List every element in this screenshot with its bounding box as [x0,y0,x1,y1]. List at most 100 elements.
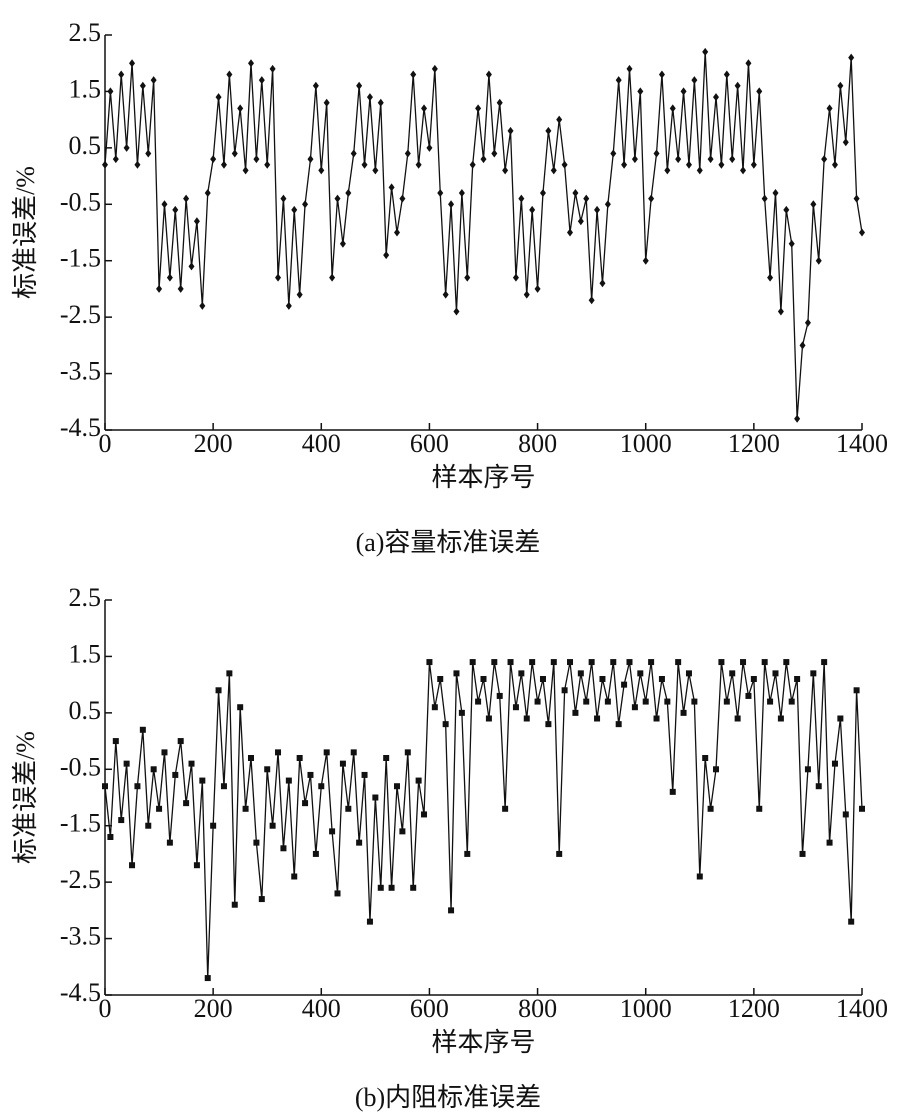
marker [783,659,790,666]
marker [831,160,838,169]
y-axis-label: 标准误差/% [11,731,40,864]
y-tick-label: -1.5 [60,809,101,838]
marker [139,81,146,90]
marker [745,692,752,699]
marker [794,676,801,682]
marker [220,160,227,169]
marker [226,670,233,677]
marker [237,104,244,113]
marker [188,262,195,271]
marker [102,783,108,790]
marker [442,721,449,728]
marker [372,794,379,801]
marker [426,659,433,666]
marker [366,93,373,102]
marker [361,160,368,169]
marker [177,284,184,293]
marker [247,755,254,761]
marker [285,777,292,784]
x-tick-label: 200 [194,429,233,458]
marker [156,284,163,293]
marker [729,155,736,164]
marker [642,698,649,705]
marker [539,189,546,197]
marker [258,896,265,903]
marker [145,822,152,829]
marker [383,755,390,761]
marker [118,817,125,824]
marker [253,155,260,164]
marker [507,659,514,666]
marker [345,189,352,197]
marker [491,149,498,158]
marker [356,81,363,90]
y-tick-label: 1.5 [69,74,102,103]
marker [507,126,514,135]
marker [329,273,336,282]
marker [859,228,865,237]
marker [464,850,471,857]
marker [756,805,763,812]
marker [415,777,422,784]
marker [285,301,292,310]
marker [729,670,736,677]
data-line [104,51,863,419]
x-tick-label: 800 [518,994,557,1023]
marker [275,749,282,756]
marker [112,155,119,164]
marker [329,828,336,835]
marker [107,834,114,840]
marker [377,98,384,107]
y-tick-label: 1.5 [69,639,102,668]
marker [599,279,606,288]
marker [631,155,638,164]
marker [350,149,357,158]
marker [210,822,217,829]
marker [139,726,146,733]
y-tick-label: 0.5 [69,131,102,160]
marker [550,166,557,175]
marker [372,166,379,175]
marker [188,760,195,767]
marker [567,228,574,237]
x-axis-label: 样本序号 [431,463,535,492]
marker [723,70,730,79]
marker [291,205,298,214]
x-tick-label: 400 [302,994,341,1023]
marker [583,698,590,705]
marker [302,200,309,209]
marker [772,189,779,197]
marker [242,805,249,812]
marker [102,160,108,169]
marker [339,239,346,248]
marker [123,760,130,767]
marker [821,659,828,666]
marker [388,884,395,891]
marker [648,194,655,203]
marker [410,70,417,79]
marker [556,850,563,857]
marker [534,284,541,293]
marker [750,676,757,682]
caption: (a)容量标准误差 [356,528,541,557]
marker [799,341,806,350]
marker [480,676,487,682]
marker [761,194,768,203]
marker [107,87,114,96]
marker [237,704,244,711]
marker [750,160,757,169]
marker [545,126,552,135]
marker [610,659,617,666]
marker [658,70,665,79]
marker [172,771,179,778]
marker [361,771,368,778]
marker [648,659,655,666]
marker [539,676,546,682]
marker [210,155,217,164]
marker [529,205,536,214]
marker [740,166,747,175]
marker [756,87,763,96]
marker [177,738,184,745]
y-tick-label: -0.5 [60,752,101,781]
